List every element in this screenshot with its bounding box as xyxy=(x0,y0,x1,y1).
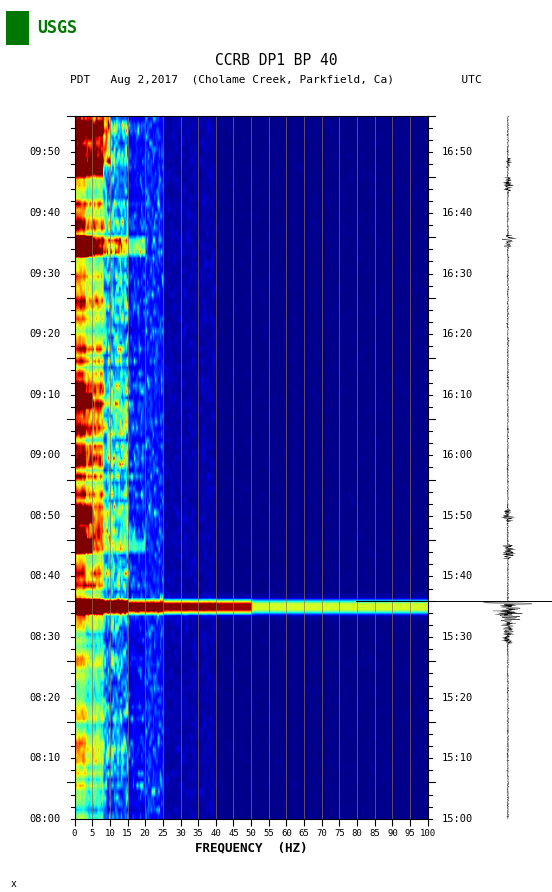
Text: 15:20: 15:20 xyxy=(442,693,474,703)
Text: 09:10: 09:10 xyxy=(29,390,60,400)
Text: 16:50: 16:50 xyxy=(442,147,474,157)
Text: 08:50: 08:50 xyxy=(29,511,60,521)
Text: 08:30: 08:30 xyxy=(29,632,60,642)
FancyBboxPatch shape xyxy=(6,11,29,45)
Text: 08:20: 08:20 xyxy=(29,693,60,703)
Text: 16:30: 16:30 xyxy=(442,268,474,278)
Text: 09:20: 09:20 xyxy=(29,329,60,339)
Text: 09:00: 09:00 xyxy=(29,450,60,460)
Text: 15:40: 15:40 xyxy=(442,572,474,582)
Text: USGS: USGS xyxy=(37,19,77,37)
Text: 15:10: 15:10 xyxy=(442,753,474,764)
Text: x: x xyxy=(11,879,17,888)
X-axis label: FREQUENCY  (HZ): FREQUENCY (HZ) xyxy=(195,842,307,855)
Text: 16:00: 16:00 xyxy=(442,450,474,460)
Text: 09:50: 09:50 xyxy=(29,147,60,157)
Text: 16:40: 16:40 xyxy=(442,208,474,218)
Text: 15:00: 15:00 xyxy=(442,814,474,824)
Text: ■: ■ xyxy=(8,18,26,37)
Text: 16:10: 16:10 xyxy=(442,390,474,400)
Text: 15:30: 15:30 xyxy=(442,632,474,642)
Text: 08:10: 08:10 xyxy=(29,753,60,764)
Text: CCRB DP1 BP 40: CCRB DP1 BP 40 xyxy=(215,54,337,68)
Text: 16:20: 16:20 xyxy=(442,329,474,339)
Text: 09:40: 09:40 xyxy=(29,208,60,218)
Text: 09:30: 09:30 xyxy=(29,268,60,278)
Text: 08:40: 08:40 xyxy=(29,572,60,582)
Text: 15:50: 15:50 xyxy=(442,511,474,521)
Text: PDT   Aug 2,2017  (Cholame Creek, Parkfield, Ca)          UTC: PDT Aug 2,2017 (Cholame Creek, Parkfield… xyxy=(70,75,482,86)
Text: 08:00: 08:00 xyxy=(29,814,60,824)
